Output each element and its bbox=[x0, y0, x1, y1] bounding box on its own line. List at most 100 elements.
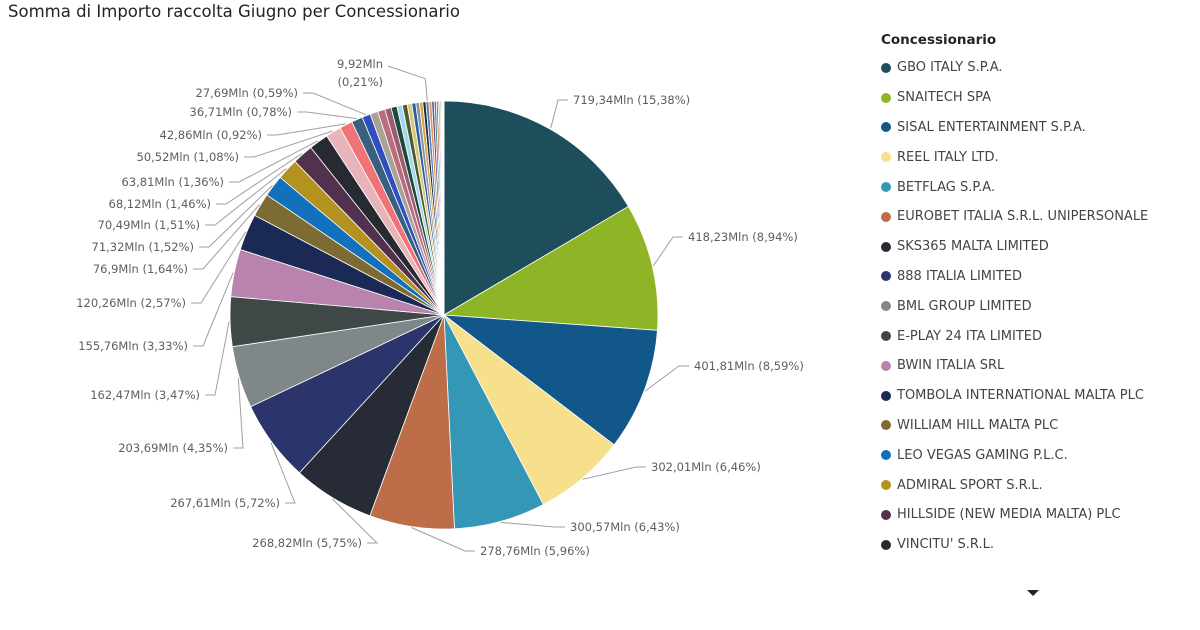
legend-label: LEO VEGAS GAMING P.L.C. bbox=[897, 447, 1068, 463]
legend-scroll-down-icon[interactable] bbox=[1027, 590, 1039, 596]
legend-item[interactable]: ADMIRAL SPORT S.R.L. bbox=[881, 470, 1181, 500]
legend-item[interactable]: BWIN ITALIA SRL bbox=[881, 351, 1181, 381]
data-label: 401,81Mln (8,59%) bbox=[694, 359, 804, 373]
leader-line bbox=[652, 236, 683, 267]
legend-label: SISAL ENTERTAINMENT S.P.A. bbox=[897, 119, 1086, 135]
legend-label: VINCITU' S.R.L. bbox=[897, 537, 994, 553]
legend-items: GBO ITALY S.P.A. SNAITECH SPA SISAL ENTERT… bbox=[881, 53, 1181, 560]
data-label: 418,23Mln (8,94%) bbox=[688, 230, 798, 244]
data-label: 719,34Mln (15,38%) bbox=[573, 93, 690, 107]
legend-item[interactable]: SISAL ENTERTAINMENT S.P.A. bbox=[881, 113, 1181, 143]
chart-title: Somma di Importo raccolta Giugno per Con… bbox=[8, 2, 460, 21]
leader-lines bbox=[191, 65, 689, 552]
legend-color-dot bbox=[881, 331, 891, 342]
leader-line bbox=[193, 204, 260, 270]
leader-line bbox=[193, 272, 234, 347]
leader-line bbox=[244, 130, 333, 158]
pie-slice[interactable] bbox=[442, 314, 658, 446]
pie-slice[interactable] bbox=[442, 205, 659, 331]
legend-color-dot bbox=[881, 211, 891, 222]
legend-color-dot bbox=[881, 182, 891, 193]
leader-line bbox=[199, 185, 273, 248]
legend-label: E-PLAY 24 ITA LIMITED bbox=[897, 328, 1042, 344]
legend-item[interactable]: E-PLAY 24 ITA LIMITED bbox=[881, 321, 1181, 351]
legend-color-dot bbox=[881, 92, 891, 103]
legend-label: GBO ITALY S.P.A. bbox=[897, 60, 1003, 76]
leader-line bbox=[233, 377, 244, 449]
data-label: 9,92Mln (0,21%) bbox=[337, 57, 383, 89]
legend-label: ADMIRAL SPORT S.R.L. bbox=[897, 477, 1043, 493]
data-label: 76,9Mln (1,64%) bbox=[93, 262, 188, 276]
data-label: 50,52Mln (1,08%) bbox=[137, 150, 240, 164]
leader-line bbox=[387, 65, 428, 101]
legend-label: WILLIAM HILL MALTA PLC bbox=[897, 417, 1059, 433]
leader-line bbox=[205, 168, 287, 226]
legend-color-dot bbox=[881, 301, 891, 312]
legend-label: 888 ITALIA LIMITED bbox=[897, 268, 1022, 284]
legend-color-dot bbox=[881, 390, 891, 401]
legend-item[interactable]: VINCITU' S.R.L. bbox=[881, 530, 1181, 560]
legend-color-dot bbox=[881, 360, 891, 371]
legend-color-dot bbox=[881, 152, 891, 163]
leader-line bbox=[411, 527, 475, 552]
leader-line bbox=[191, 231, 247, 304]
data-label: 203,69Mln (4,35%) bbox=[118, 441, 228, 455]
legend-item[interactable]: BML GROUP LIMITED bbox=[881, 291, 1181, 321]
leader-line bbox=[270, 442, 296, 504]
legend-color-dot bbox=[881, 539, 891, 550]
data-label: 120,26Mln (2,57%) bbox=[76, 296, 186, 310]
legend-color-dot bbox=[881, 480, 891, 491]
legend-label: HILLSIDE (NEW MEDIA MALTA) PLC bbox=[897, 507, 1121, 523]
legend-item[interactable]: WILLIAM HILL MALTA PLC bbox=[881, 411, 1181, 441]
legend-item[interactable]: SKS365 MALTA LIMITED bbox=[881, 232, 1181, 262]
data-label: 27,69Mln (0,59%) bbox=[196, 86, 299, 100]
data-label: 63,81Mln (1,36%) bbox=[122, 175, 225, 189]
legend-label: TOMBOLA INTERNATIONAL MALTA PLC bbox=[897, 388, 1144, 404]
leader-line bbox=[500, 521, 565, 528]
leader-line bbox=[331, 498, 379, 544]
legend-label: BWIN ITALIA SRL bbox=[897, 358, 1005, 374]
leader-line bbox=[205, 321, 230, 396]
legend-item[interactable]: BETFLAG S.P.A. bbox=[881, 172, 1181, 202]
legend-color-dot bbox=[881, 271, 891, 282]
legend-item[interactable]: HILLSIDE (NEW MEDIA MALTA) PLC bbox=[881, 500, 1181, 530]
leader-line bbox=[582, 466, 646, 480]
legend-item[interactable]: LEO VEGAS GAMING P.L.C. bbox=[881, 440, 1181, 470]
leader-line bbox=[297, 111, 357, 120]
leader-line bbox=[229, 140, 319, 183]
legend-color-dot bbox=[881, 62, 891, 73]
leader-line bbox=[267, 123, 346, 136]
leader-line bbox=[550, 99, 568, 129]
legend-item[interactable]: REEL ITALY LTD. bbox=[881, 142, 1181, 172]
legend-label: BETFLAG S.P.A. bbox=[897, 179, 996, 195]
legend-color-dot bbox=[881, 450, 891, 461]
data-label: 36,71Mln (0,78%) bbox=[190, 105, 293, 119]
data-label: 267,61Mln (5,72%) bbox=[170, 496, 280, 510]
legend-color-dot bbox=[881, 420, 891, 431]
legend-color-dot bbox=[881, 122, 891, 133]
data-label: 162,47Mln (3,47%) bbox=[90, 388, 200, 402]
legend-item[interactable]: SNAITECH SPA bbox=[881, 83, 1181, 113]
legend-title: Concessionario bbox=[881, 32, 997, 48]
data-label: 70,49Mln (1,51%) bbox=[98, 218, 201, 232]
legend-label: REEL ITALY LTD. bbox=[897, 149, 999, 165]
legend-item[interactable]: EUROBET ITALIA S.R.L. UNIPERSONALE bbox=[881, 202, 1181, 232]
legend-item[interactable]: GBO ITALY S.P.A. bbox=[881, 53, 1181, 83]
data-label: 268,82Mln (5,75%) bbox=[252, 536, 362, 550]
leader-line bbox=[644, 365, 689, 392]
data-label: 155,76Mln (3,33%) bbox=[78, 339, 188, 353]
pie-slices[interactable] bbox=[229, 100, 659, 530]
leader-line bbox=[216, 153, 303, 205]
legend-label: EUROBET ITALIA S.R.L. UNIPERSONALE bbox=[897, 209, 1149, 225]
legend-color-dot bbox=[881, 509, 891, 520]
data-label: 300,57Mln (6,43%) bbox=[570, 520, 680, 534]
legend-label: BML GROUP LIMITED bbox=[897, 298, 1032, 314]
legend-color-dot bbox=[881, 241, 891, 252]
pie-slice[interactable] bbox=[443, 100, 629, 316]
data-label: 68,12Mln (1,46%) bbox=[109, 197, 212, 211]
legend-label: SNAITECH SPA bbox=[897, 90, 991, 106]
data-label: 42,86Mln (0,92%) bbox=[160, 128, 263, 142]
legend-item[interactable]: 888 ITALIA LIMITED bbox=[881, 262, 1181, 292]
legend-item[interactable]: TOMBOLA INTERNATIONAL MALTA PLC bbox=[881, 381, 1181, 411]
